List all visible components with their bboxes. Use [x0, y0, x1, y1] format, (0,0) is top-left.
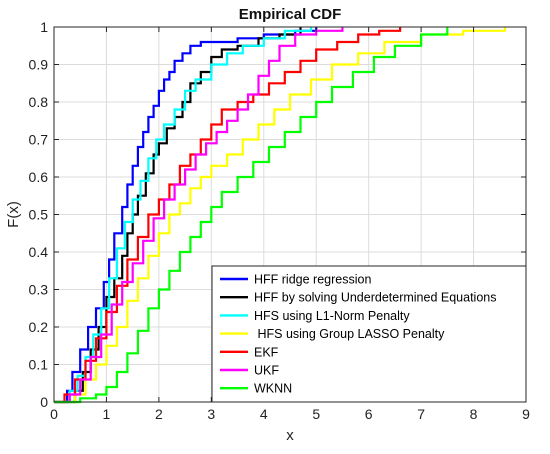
series-line-6	[54, 27, 449, 404]
legend-label: HFF by solving Underdetermined Equations	[254, 291, 496, 305]
x-tick-label: 3	[207, 406, 215, 422]
y-tick-label: 0.7	[29, 132, 49, 148]
x-tick-label: 2	[155, 406, 163, 422]
series-line-5	[54, 27, 344, 404]
legend-box	[211, 265, 527, 403]
x-axis-title: x	[286, 427, 294, 444]
series-line-3	[54, 27, 507, 404]
legend-label: WKNN	[254, 382, 292, 396]
series-line-2	[54, 27, 313, 404]
y-tick-label: 0.8	[29, 94, 49, 110]
y-tick-label: 0.3	[29, 282, 49, 298]
y-tick-label: 0.4	[29, 244, 49, 260]
x-tick-label: 8	[470, 406, 478, 422]
legend-label: HFF ridge regression	[254, 273, 371, 287]
y-tick-label: 0.5	[29, 207, 49, 223]
y-tick-label: 0.9	[29, 57, 49, 73]
x-tick-label: 9	[522, 406, 530, 422]
legend-label: HFS using Group LASSO Penalty	[254, 327, 445, 341]
series-line-1	[54, 27, 302, 404]
y-tick-label: 0.6	[29, 169, 49, 185]
y-tick-label: 0.1	[29, 357, 49, 373]
series-lines	[54, 27, 507, 404]
legend-label: EKF	[254, 345, 279, 359]
x-tick-label: 1	[103, 406, 111, 422]
axis-ticks: 0 1 2 3 4 5 6 7 8 9 0 0.1 0.2 0.3 0.4 0.5 0.6 0.7 0.8 0.9 1	[29, 19, 531, 422]
x-tick-label: 7	[417, 406, 425, 422]
series-line-4	[54, 27, 402, 404]
series-line-0	[54, 27, 318, 404]
legend-label: HFS using L1-Norm Penalty	[254, 309, 410, 323]
chart-title: Empirical CDF	[239, 6, 342, 23]
x-tick-label: 0	[50, 406, 58, 422]
y-tick-label: 1	[40, 19, 48, 35]
x-tick-label: 6	[365, 406, 373, 422]
y-tick-label: 0.2	[29, 319, 49, 335]
legend: HFF ridge regression HFF by solving Under…	[211, 265, 527, 403]
y-tick-label: 0	[40, 394, 48, 410]
x-tick-label: 5	[312, 406, 320, 422]
x-tick-label: 4	[260, 406, 268, 422]
y-axis-title: F(x)	[5, 201, 22, 228]
legend-label: UKF	[254, 364, 279, 378]
